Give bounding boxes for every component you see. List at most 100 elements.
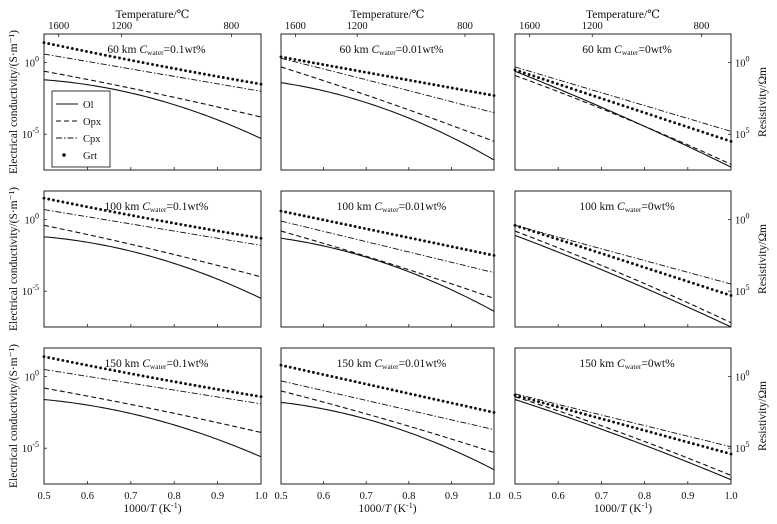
grt-point <box>311 61 315 65</box>
grt-point <box>441 84 445 88</box>
grt-point <box>250 81 254 84</box>
legend-label-opx: Opx <box>83 117 102 128</box>
grt-point <box>254 81 258 85</box>
panel-r1-c2: 1600 1200 800 Temperature/℃ 60 km Cwater=0.0… <box>279 9 496 171</box>
grt-point <box>513 393 517 397</box>
grt-point <box>330 375 334 378</box>
grt-point <box>532 230 536 233</box>
grt-point <box>450 245 454 249</box>
grt-point <box>409 392 413 396</box>
grt-point <box>682 439 686 443</box>
grt-point <box>362 226 366 230</box>
grt-point <box>122 370 126 374</box>
grt-point <box>441 399 445 403</box>
grt-point <box>537 400 540 404</box>
grt-point <box>174 222 178 226</box>
grt-point <box>706 446 709 450</box>
grt-point <box>235 78 239 82</box>
grt-point <box>551 80 555 84</box>
panel-label: 100 km Cwater=0.01wt% <box>337 201 447 214</box>
grt-point <box>349 224 352 227</box>
grt-point <box>560 406 564 410</box>
series-opx-line <box>43 70 262 118</box>
right-tick-label: 100 <box>735 212 750 227</box>
series-cpx-line <box>280 380 495 431</box>
grt-point <box>316 217 320 221</box>
grt-point <box>386 387 389 391</box>
grt-point <box>47 42 51 46</box>
grt-point <box>80 204 84 208</box>
grt-point <box>546 79 550 83</box>
grt-point <box>654 115 658 118</box>
grt-point <box>659 116 663 120</box>
grt-point <box>701 444 705 448</box>
grt-point <box>298 213 301 217</box>
grt-point <box>626 105 630 109</box>
x-tick-label: 0.9 <box>211 491 224 502</box>
grt-point <box>293 212 297 216</box>
grt-point <box>612 420 616 424</box>
x-tick-label: 0.9 <box>445 491 458 502</box>
grt-point <box>217 75 220 79</box>
right-tick-label: 100 <box>735 369 750 384</box>
panel-frame <box>280 33 495 171</box>
grt-point <box>724 451 728 455</box>
grt-point <box>376 73 380 77</box>
grt-point <box>668 119 672 123</box>
grt-point <box>293 57 297 61</box>
grt-point <box>89 206 93 210</box>
grt-point <box>99 207 103 211</box>
grt-point <box>344 67 348 71</box>
grt-point <box>339 222 343 226</box>
grt-point <box>399 234 403 238</box>
grt-point <box>108 54 112 58</box>
grt-point <box>537 231 540 235</box>
grt-point <box>89 50 93 54</box>
grt-point <box>381 73 385 77</box>
series-ol-line <box>514 70 732 168</box>
grt-point <box>464 89 468 92</box>
legend-label-grt: Grt <box>83 151 97 162</box>
x-tick-label: 0.7 <box>360 491 373 502</box>
top-tick-label: 1600 <box>48 21 69 32</box>
grt-point <box>330 220 334 224</box>
grt-point <box>390 75 394 79</box>
top-axis-title: Temperature/℃ <box>351 9 425 21</box>
series-ol-line <box>43 79 262 140</box>
grt-point <box>259 82 263 86</box>
grt-point <box>198 71 202 75</box>
grt-point <box>450 86 454 90</box>
x-tick-label: 0.5 <box>274 491 287 502</box>
grt-point <box>141 61 145 65</box>
grt-point <box>518 395 522 398</box>
grt-point <box>432 241 436 245</box>
top-tick-label: 800 <box>224 21 240 32</box>
x-tick-label: 0.8 <box>402 491 415 502</box>
grt-point <box>455 87 459 91</box>
x-tick-label: 0.8 <box>638 491 651 502</box>
grt-point <box>193 225 197 229</box>
grt-point <box>677 122 681 126</box>
grt-point <box>588 248 592 252</box>
grt-point <box>42 41 46 45</box>
grt-point <box>630 107 634 111</box>
grt-point <box>423 395 426 399</box>
panel-r3-c2: 0.5 0.6 0.7 0.8 0.9 1.0 150 km Cwater=0.01wt% <box>274 347 501 502</box>
grt-point <box>94 51 98 55</box>
grt-point <box>483 408 487 412</box>
grt-point <box>565 85 569 89</box>
panel-label: 60 km Cwater=0.1wt% <box>107 44 206 57</box>
grt-point <box>127 371 131 375</box>
grt-point <box>66 359 70 363</box>
grt-point <box>696 283 700 287</box>
grt-point <box>207 73 211 77</box>
grt-point <box>546 234 550 238</box>
panel-label: 60 km Cwater=0wt% <box>582 44 672 57</box>
grt-point <box>729 294 733 297</box>
grt-point <box>353 380 357 384</box>
grt-point <box>724 292 728 296</box>
grt-point <box>307 369 311 373</box>
grt-point <box>250 235 254 239</box>
grt-point <box>687 125 691 129</box>
